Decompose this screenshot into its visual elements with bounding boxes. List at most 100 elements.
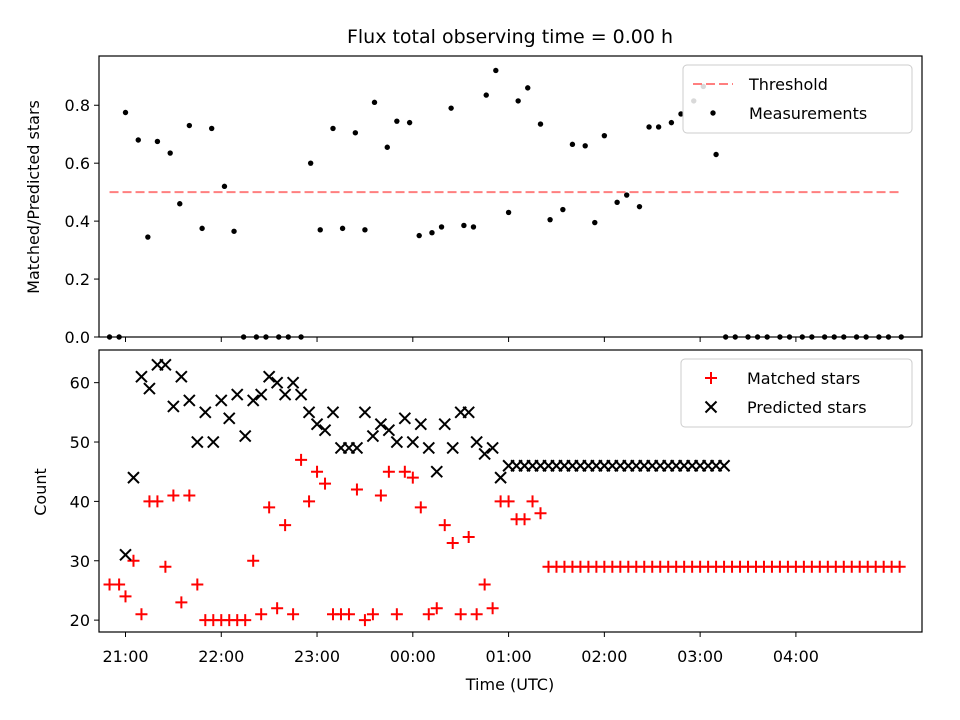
predicted-star-point bbox=[486, 441, 499, 455]
measurement-point bbox=[493, 67, 499, 74]
predicted-star-point bbox=[183, 394, 196, 407]
x-tick-label: 04:00 bbox=[773, 647, 819, 666]
bottom-y-axis-label: Count bbox=[31, 468, 50, 516]
top-legend: Threshold Measurements bbox=[682, 64, 913, 134]
predicted-star-point bbox=[430, 465, 443, 478]
measurement-point bbox=[221, 183, 228, 190]
matched-star-point bbox=[167, 489, 180, 502]
predicted-star-point bbox=[175, 370, 188, 383]
predicted-star-point bbox=[199, 406, 212, 419]
predicted-star-point bbox=[286, 376, 300, 389]
predicted-star-point bbox=[262, 370, 276, 383]
matched-star-point bbox=[319, 477, 332, 490]
matched-star-point bbox=[486, 602, 499, 615]
measurement-point bbox=[636, 203, 643, 210]
measurement-point bbox=[406, 119, 413, 126]
x-axis-label: Time (UTC) bbox=[465, 675, 554, 694]
matched-star-point bbox=[287, 608, 300, 621]
matched-star-point bbox=[446, 536, 459, 549]
predicted-star-point bbox=[382, 423, 396, 437]
bottom-legend-label: Predicted stars bbox=[747, 398, 867, 417]
matched-star-point bbox=[113, 578, 126, 591]
predicted-star-point bbox=[207, 435, 220, 449]
predicted-star-point bbox=[231, 388, 244, 401]
predicted-star-point bbox=[254, 388, 268, 401]
measurement-point bbox=[646, 124, 652, 130]
predicted-star-point bbox=[446, 441, 459, 455]
top-y-tick-label: 0.0 bbox=[65, 328, 90, 347]
predicted-star-point bbox=[414, 418, 428, 431]
measurement-point bbox=[515, 98, 521, 104]
bottom-y-tick-label: 40 bbox=[70, 492, 90, 511]
predicted-star-point bbox=[310, 418, 324, 431]
measurement-point bbox=[483, 92, 489, 98]
matched-star-point bbox=[470, 608, 483, 621]
top-legend-label: Threshold bbox=[748, 75, 828, 94]
measurement-point bbox=[569, 141, 576, 148]
matched-star-point bbox=[366, 608, 379, 621]
measurements-legend-swatch bbox=[710, 110, 716, 116]
measurement-point bbox=[339, 225, 346, 232]
measurement-point bbox=[122, 109, 129, 116]
matched-star-point bbox=[382, 465, 395, 478]
matched-star-point bbox=[462, 531, 475, 544]
top-axes-frame bbox=[98, 55, 923, 338]
predicted-star-point bbox=[366, 429, 380, 443]
predicted-star-point bbox=[350, 441, 364, 455]
measurement-point bbox=[470, 224, 477, 230]
bottom-y-tick-label: 60 bbox=[70, 374, 90, 393]
measurement-point bbox=[186, 122, 193, 129]
predicted-star-point bbox=[470, 435, 483, 449]
matched-star-point bbox=[255, 608, 268, 621]
matched-star-point bbox=[350, 483, 363, 496]
measurement-point bbox=[429, 230, 435, 236]
predicted-star-point bbox=[717, 459, 731, 472]
predicted-star-point bbox=[302, 406, 316, 419]
x-tick-label: 02:00 bbox=[581, 647, 627, 666]
matched-star-point bbox=[893, 560, 906, 573]
top-y-tick-label: 0.8 bbox=[65, 96, 90, 115]
measurement-point bbox=[135, 137, 141, 143]
top-y-tick-label: 0.6 bbox=[65, 154, 90, 173]
predicted-star-point bbox=[478, 447, 491, 461]
predicted-star-point bbox=[159, 358, 172, 372]
measurement-point bbox=[167, 150, 173, 156]
matched-star-point bbox=[151, 495, 164, 508]
predicted-star-point bbox=[167, 400, 180, 413]
measurement-point bbox=[362, 227, 368, 233]
x-tick-label: 21:00 bbox=[102, 647, 148, 666]
matched-star-point bbox=[342, 608, 355, 621]
top-legend-frame bbox=[682, 64, 913, 134]
matched-star-point bbox=[303, 495, 316, 508]
matched-star-point bbox=[119, 590, 132, 603]
measurement-point bbox=[231, 228, 237, 234]
bottom-legend-frame bbox=[680, 358, 913, 428]
measurement-point bbox=[330, 125, 336, 132]
predicted-star-point bbox=[223, 412, 236, 425]
matched-star-point bbox=[358, 614, 371, 627]
measurement-point bbox=[177, 201, 183, 207]
predicted-star-point bbox=[135, 370, 148, 383]
measurement-point bbox=[384, 144, 390, 150]
x-tick-label: 01:00 bbox=[486, 647, 532, 666]
predicted-star-point bbox=[278, 388, 292, 401]
measurement-point bbox=[547, 216, 553, 223]
predicted-star-point bbox=[119, 548, 132, 562]
predicted-star-point bbox=[374, 418, 388, 431]
x-tick-label: 22:00 bbox=[198, 647, 244, 666]
matched-star-point bbox=[183, 489, 196, 502]
top-y-tick-label: 0.4 bbox=[65, 212, 90, 231]
measurement-point bbox=[438, 224, 445, 230]
measurement-point bbox=[208, 125, 215, 132]
matched-star-point bbox=[279, 519, 292, 532]
predicted-star-point bbox=[398, 412, 412, 425]
measurement-point bbox=[416, 232, 422, 239]
measurement-point bbox=[537, 121, 544, 127]
top-y-axis-label: Matched/Predicted stars bbox=[24, 100, 43, 294]
matched-star-point bbox=[438, 519, 451, 532]
matched-star-point bbox=[311, 465, 324, 478]
predicted-star-point bbox=[438, 418, 451, 431]
matched-legend-swatch bbox=[705, 372, 717, 384]
matched-star-point bbox=[454, 608, 467, 621]
predicted-star-point bbox=[358, 406, 372, 419]
